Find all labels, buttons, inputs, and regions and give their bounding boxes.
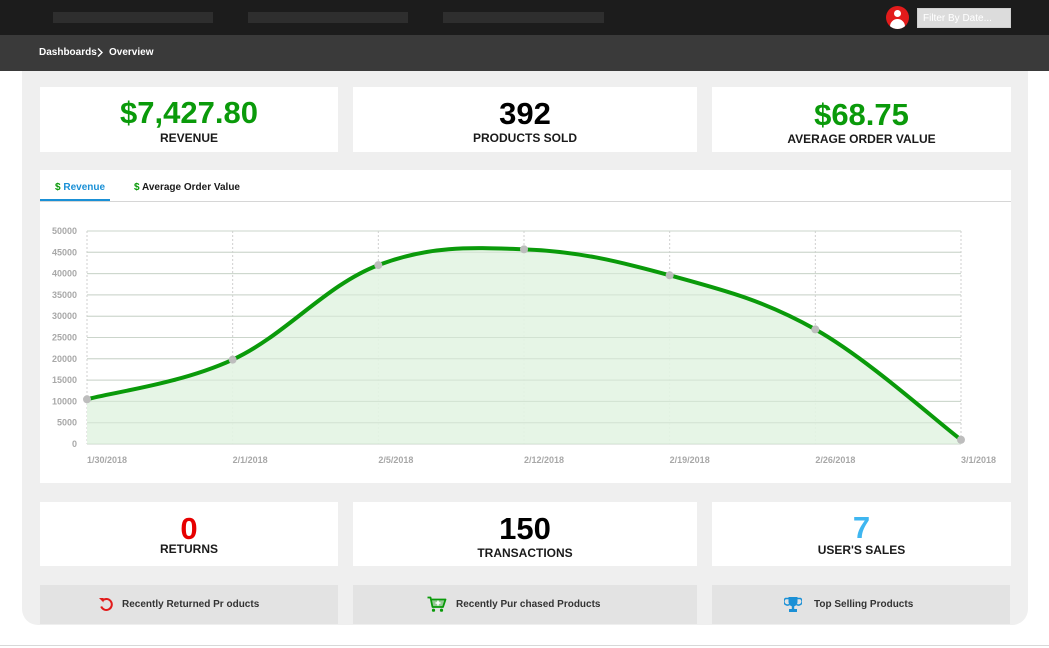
average-order-value-label: AVERAGE ORDER VALUE	[787, 132, 936, 146]
nav-link-3[interactable]	[443, 12, 604, 23]
tab-divider	[40, 201, 1011, 202]
breadcrumb-overview: Overview	[109, 47, 154, 58]
tab-revenue-label: Revenue	[63, 182, 106, 193]
revenue-card: $7,427.80 REVENUE	[40, 87, 338, 152]
top-navbar	[0, 0, 1049, 35]
transactions-card: 150 TRANSACTIONS	[353, 502, 697, 566]
dollar-icon: $	[134, 182, 140, 193]
date-filter-input[interactable]	[917, 8, 1011, 28]
top-selling-products-label: Top Selling Products	[814, 599, 914, 610]
nav-link-1[interactable]	[53, 12, 213, 23]
users-sales-label: USER'S SALES	[817, 543, 906, 557]
average-order-value-value: $68.75	[814, 97, 909, 132]
breadcrumb	[0, 35, 1049, 71]
active-tab-indicator	[40, 199, 110, 201]
x-tick-label: 1/30/2018	[87, 455, 127, 465]
transactions-value: 150	[499, 511, 551, 546]
recently-returned-products-label: Recently Returned Pr oducts	[122, 599, 260, 610]
returns-card: 0 RETURNS	[40, 502, 338, 566]
y-tick-label: 25000	[52, 333, 77, 343]
cart-plus-icon	[427, 596, 447, 612]
data-point	[83, 395, 91, 404]
x-tick-label: 2/26/2018	[815, 455, 855, 465]
returns-label: RETURNS	[159, 542, 218, 556]
area-fill	[87, 248, 961, 444]
trophy-icon	[784, 597, 802, 612]
y-tick-label: 0	[72, 439, 77, 449]
breadcrumb-dashboards[interactable]: Dashboards	[39, 47, 97, 58]
tab-average-order-value-label: Average Order Value	[141, 182, 240, 193]
y-tick-label: 45000	[52, 247, 77, 257]
x-tick-label: 2/12/2018	[524, 455, 564, 465]
transactions-label: TRANSACTIONS	[477, 546, 573, 560]
chevron-right-icon	[97, 48, 103, 57]
data-point	[665, 271, 674, 280]
data-point	[228, 355, 237, 364]
x-tick-label: 3/1/2018	[961, 455, 996, 465]
products-sold-label: PRODUCTS SOLD	[472, 131, 577, 145]
data-point	[520, 245, 528, 254]
returns-value: 0	[180, 511, 198, 546]
y-tick-label: 15000	[52, 375, 77, 385]
data-point	[957, 435, 965, 444]
y-tick-label: 30000	[52, 311, 77, 321]
dollar-icon: $	[55, 182, 61, 193]
chart-card: $ Revenue $ Average Order Value 50000 450…	[40, 170, 1011, 483]
recently-purchased-products-button[interactable]: Recently Pur chased Products	[353, 585, 697, 624]
x-tick-label: 2/5/2018	[378, 455, 413, 465]
y-tick-label: 5000	[57, 418, 77, 428]
tab-average-order-value[interactable]: $ Average Order Value	[134, 182, 240, 193]
data-point	[374, 261, 383, 270]
y-tick-label: 50000	[52, 226, 77, 236]
top-selling-products-button[interactable]: Top Selling Products	[712, 585, 1010, 624]
y-tick-label: 10000	[52, 396, 77, 406]
recently-purchased-products-label: Recently Pur chased Products	[456, 599, 601, 610]
page-bottom-rule	[0, 645, 1049, 646]
revenue-label: REVENUE	[159, 131, 218, 145]
undo-icon	[99, 597, 113, 611]
data-point	[811, 325, 820, 334]
products-sold-card: 392 PRODUCTS SOLD	[353, 87, 697, 152]
users-sales-value: 7	[852, 510, 871, 545]
revenue-value: $7,427.80	[120, 95, 258, 130]
users-sales-card: 7 USER'S SALES	[712, 502, 1011, 566]
x-tick-label: 2/1/2018	[233, 455, 268, 465]
products-sold-value: 392	[499, 96, 551, 131]
revenue-chart: 5000045000400003500030000250002000015000…	[52, 226, 996, 465]
nav-link-2[interactable]	[248, 12, 408, 23]
tab-revenue[interactable]: $ Revenue	[55, 182, 105, 193]
x-tick-label: 2/19/2018	[670, 455, 710, 465]
y-tick-label: 20000	[52, 354, 77, 364]
recently-returned-products-button[interactable]: Recently Returned Pr oducts	[40, 585, 338, 624]
y-tick-label: 35000	[52, 290, 77, 300]
y-tick-label: 40000	[52, 269, 77, 279]
user-avatar-icon[interactable]	[886, 6, 909, 29]
average-order-value-card: $68.75 AVERAGE ORDER VALUE	[712, 87, 1011, 152]
